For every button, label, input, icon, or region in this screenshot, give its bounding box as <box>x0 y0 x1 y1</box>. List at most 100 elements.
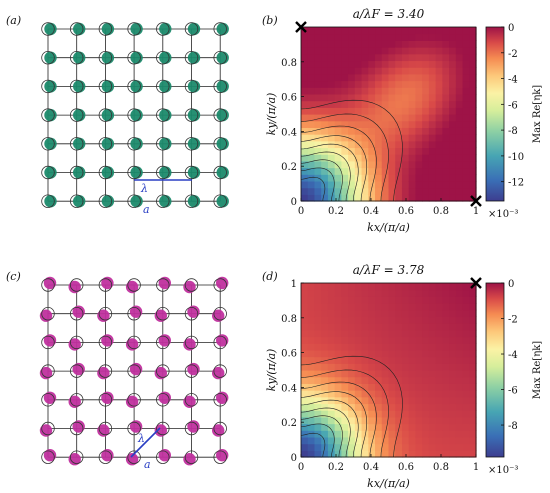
heat-cell <box>435 349 443 358</box>
heat-cell <box>455 376 464 384</box>
heat-cell <box>388 160 396 169</box>
heat-cell <box>395 343 403 351</box>
heat-cell <box>388 167 396 175</box>
heat-cell <box>395 450 403 458</box>
well-ring <box>69 51 84 65</box>
heat-cell <box>314 410 322 418</box>
heat-cell <box>375 127 383 135</box>
heat-cell <box>388 443 396 451</box>
heat-cell <box>422 289 430 297</box>
heat-cell <box>301 134 309 142</box>
heat-cell <box>415 33 423 41</box>
heat-cell <box>361 416 369 425</box>
droplet <box>39 366 53 380</box>
heat-cell <box>314 154 322 162</box>
heat-cell <box>401 309 410 318</box>
well-ring <box>127 194 141 208</box>
heat-cell <box>314 296 322 304</box>
heat-cell <box>415 303 423 311</box>
heat-cell <box>301 174 309 182</box>
heat-cell <box>422 296 430 304</box>
heat-cell <box>422 363 430 371</box>
heat-cell <box>368 363 376 371</box>
droplet <box>212 424 225 437</box>
heat-cell <box>314 336 322 344</box>
heat-cell <box>422 194 430 202</box>
heat-cell <box>327 349 336 358</box>
heat-cell <box>408 127 417 135</box>
heat-cell <box>341 296 349 304</box>
heatmap-d: 0 0.2 0.4 0.6 0.8 100.20.40.60.81kx/(π/a)ky/(… <box>265 263 543 490</box>
contour-line <box>300 159 343 202</box>
droplet <box>72 420 85 433</box>
heat-cell <box>375 53 383 62</box>
droplet <box>187 166 201 179</box>
heat-cell <box>449 403 457 411</box>
well-ring <box>127 165 141 180</box>
heat-cell <box>341 73 349 82</box>
heat-cell <box>361 187 369 195</box>
heat-cell <box>415 316 423 324</box>
heat-cell <box>395 160 403 169</box>
heat-cell <box>428 53 437 62</box>
heat-cell <box>327 80 336 88</box>
droplet <box>73 137 86 150</box>
heat-cell <box>301 396 309 405</box>
droplet <box>43 276 57 290</box>
heat-cell <box>462 370 470 378</box>
heat-cell <box>455 47 464 55</box>
heat-cell <box>321 160 329 169</box>
heat-cell <box>388 134 396 142</box>
heat-cell <box>381 73 390 82</box>
heat-cell <box>354 93 363 102</box>
heat-cell <box>408 423 417 431</box>
colorbar-tick-label: -4 <box>508 75 518 86</box>
heat-cell <box>334 194 342 202</box>
heat-cell <box>408 370 417 378</box>
heat-cell <box>442 120 450 128</box>
heat-cell <box>348 343 356 351</box>
heat-cell <box>361 140 369 149</box>
heat-cell <box>301 430 309 438</box>
heat-cell <box>422 343 430 351</box>
well-ring <box>184 364 199 378</box>
heat-cell <box>348 187 356 195</box>
heat-cell <box>395 390 403 398</box>
heat-cell <box>301 187 309 195</box>
heat-cell <box>314 60 322 68</box>
heat-cell <box>321 80 329 88</box>
heat-cell <box>415 390 423 398</box>
heat-cell <box>354 289 363 297</box>
heat-cell <box>422 87 430 95</box>
heat-cell <box>368 93 376 102</box>
heat-cell <box>327 154 336 162</box>
heat-cell <box>422 329 430 338</box>
x-axis-label: kx/(π/a) <box>367 477 410 490</box>
heat-cell <box>321 356 329 364</box>
heat-cell <box>388 127 396 135</box>
heat-cell <box>301 53 309 62</box>
heat-cell <box>314 423 322 431</box>
well-ring <box>156 165 170 180</box>
colorbar-tick-label: -10 <box>508 152 524 163</box>
heat-cell <box>354 363 363 371</box>
heat-cell <box>354 323 363 331</box>
heat-cell <box>395 27 403 35</box>
heat-cell <box>307 403 316 411</box>
heat-cell <box>368 47 376 55</box>
heat-cell <box>462 323 470 331</box>
heat-cell <box>428 363 437 371</box>
heat-cell <box>428 450 437 458</box>
heat-cell <box>455 33 464 41</box>
heat-cell <box>415 396 423 405</box>
heat-cell <box>388 309 396 318</box>
y-axis-label: ky/(π/a) <box>265 93 278 136</box>
heat-cell <box>455 187 464 195</box>
heat-cell <box>348 67 356 75</box>
droplet <box>130 195 143 208</box>
heat-cell <box>327 87 336 95</box>
droplet <box>125 395 139 408</box>
heat-cell <box>354 430 363 438</box>
heat-cell <box>395 363 403 371</box>
